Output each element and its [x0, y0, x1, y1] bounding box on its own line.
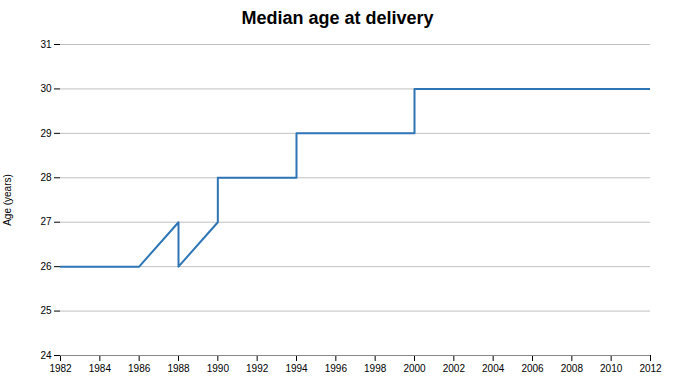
- svg-text:31: 31: [40, 39, 52, 50]
- svg-text:1996: 1996: [325, 363, 348, 374]
- svg-text:2002: 2002: [443, 363, 466, 374]
- svg-text:24: 24: [40, 350, 52, 361]
- svg-text:1990: 1990: [207, 363, 230, 374]
- svg-text:1988: 1988: [167, 363, 190, 374]
- svg-text:2006: 2006: [521, 363, 544, 374]
- svg-text:1982: 1982: [49, 363, 72, 374]
- svg-text:29: 29: [40, 128, 52, 139]
- svg-text:2012: 2012: [639, 363, 662, 374]
- svg-text:30: 30: [40, 83, 52, 94]
- svg-text:1992: 1992: [246, 363, 269, 374]
- svg-text:1998: 1998: [364, 363, 387, 374]
- svg-text:25: 25: [40, 305, 52, 316]
- svg-text:2000: 2000: [403, 363, 426, 374]
- svg-text:2008: 2008: [561, 363, 584, 374]
- svg-text:28: 28: [40, 172, 52, 183]
- svg-text:1986: 1986: [128, 363, 151, 374]
- html-text:Median age at delivery: Median age at delivery: [241, 8, 434, 28]
- svg-text:26: 26: [40, 261, 52, 272]
- svg-text:Age (years): Age (years): [2, 174, 13, 226]
- svg-text:27: 27: [40, 216, 52, 227]
- svg-text:1994: 1994: [285, 363, 308, 374]
- svg-text:2004: 2004: [482, 363, 505, 374]
- svg-text:1984: 1984: [89, 363, 112, 374]
- svg-text:2010: 2010: [600, 363, 623, 374]
